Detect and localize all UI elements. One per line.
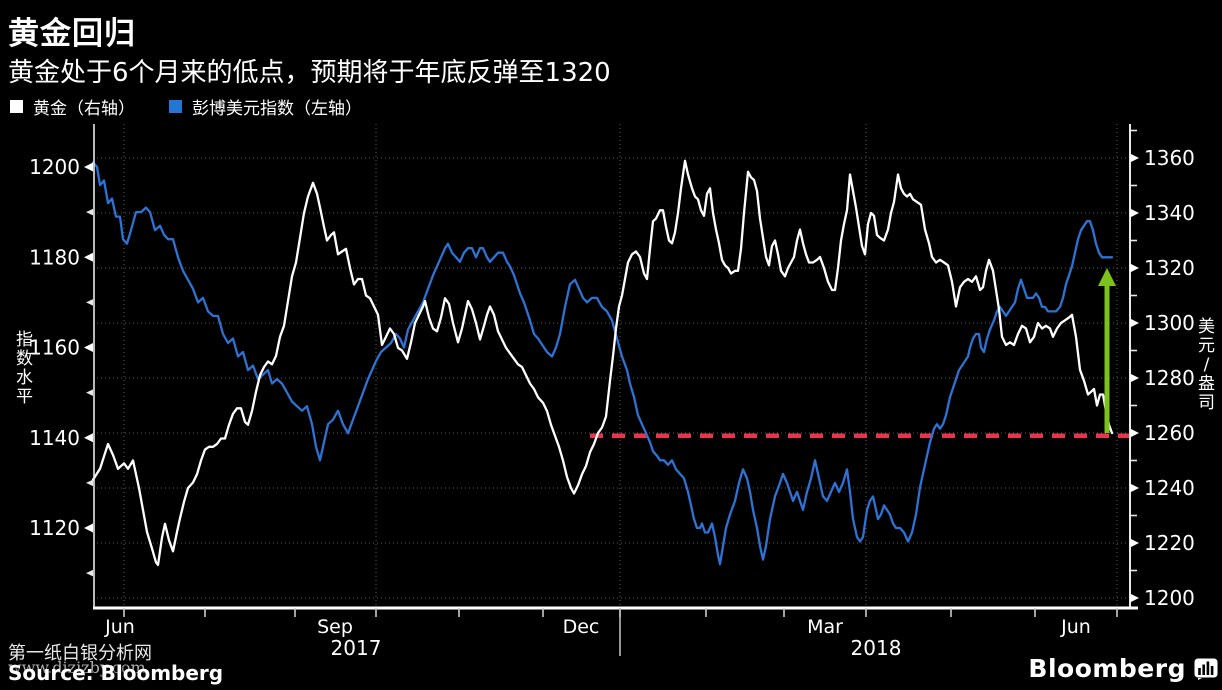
left-axis-tick-label: 1140: [29, 426, 80, 450]
left-minor-tick: [86, 208, 93, 216]
right-axis-title: 美元 / 盎司: [1198, 318, 1215, 413]
x-axis-ticks: [123, 608, 1118, 656]
legend-label-gold: 黄金（右轴）: [33, 99, 135, 119]
right-axis-tick-label: 1360: [1144, 146, 1195, 170]
left-tick-arrow-icon: [84, 523, 93, 533]
dollar-index-swatch-icon: [169, 100, 182, 113]
source-credit: Source: Bloomberg: [8, 661, 224, 685]
right-axis-tick-label: 1240: [1144, 476, 1195, 500]
axis-title-char: 元: [1198, 336, 1215, 356]
right-tick-arrow-icon: [1130, 538, 1139, 548]
rebound-arrow-head: [1098, 268, 1116, 286]
legend-label-dollar-index: 彭博美元指数（左轴）: [192, 99, 362, 119]
right-axis-tick-label: 1220: [1144, 531, 1195, 555]
left-axis-ticks: 1200 1180 1160 1140 1120: [29, 155, 93, 577]
month-label: Sep: [317, 616, 353, 638]
chart-title: 黄金回归: [8, 16, 136, 52]
rebound-arrow: [1098, 268, 1116, 433]
right-axis-tick-label: 1320: [1144, 256, 1195, 280]
axis-title-char: /: [1203, 355, 1210, 375]
dollar-index-line: [91, 161, 1114, 566]
axis-title-char: 平: [16, 387, 33, 407]
right-tick-arrow-icon: [1130, 153, 1139, 163]
bloomberg-bug-icon: [1194, 658, 1218, 680]
right-tick-arrow-icon: [1130, 593, 1139, 603]
legend-item-gold: 黄金（右轴）: [10, 94, 135, 119]
left-tick-arrow-icon: [84, 162, 93, 172]
axis-title-char: 美: [1198, 317, 1215, 337]
right-tick-arrow-icon: [1130, 483, 1139, 493]
left-axis-tick-label: 1200: [29, 155, 80, 179]
left-axis-tick-label: 1180: [29, 245, 80, 269]
legend: 黄金（右轴） 彭博美元指数（左轴）: [10, 94, 396, 119]
month-label: Jun: [104, 616, 135, 638]
right-axis-tick-label: 1260: [1144, 421, 1195, 445]
watermark-url: www.dizizby.com: [8, 658, 146, 677]
legend-item-dollar-index: 彭博美元指数（左轴）: [169, 94, 362, 119]
gold-swatch-icon: [10, 100, 23, 113]
left-axis-tick-label: 1120: [29, 516, 80, 540]
right-tick-arrow-icon: [1130, 373, 1139, 383]
right-tick-arrow-icon: [1130, 318, 1139, 328]
right-axis-tick-label: 1340: [1144, 201, 1195, 225]
right-tick-arrow-icon: [1130, 263, 1139, 273]
right-axis-tick-label: 1280: [1144, 366, 1195, 390]
right-axis-tick-label: 1200: [1144, 586, 1195, 610]
grid-horizontal: [93, 157, 1130, 599]
axis-title-char: 水: [16, 368, 33, 388]
month-label: Mar: [807, 616, 843, 638]
bloomberg-logo-text: Bloomberg: [1028, 654, 1186, 683]
left-minor-tick: [86, 569, 93, 577]
right-tick-arrow-icon: [1130, 208, 1139, 218]
left-tick-arrow-icon: [84, 343, 93, 352]
right-tick-arrow-icon: [1130, 428, 1139, 438]
month-labels: Jun Sep Dec Mar Jun: [104, 616, 1091, 638]
month-label: Dec: [563, 616, 600, 638]
right-axis-ticks: 1360 1340 1320 1300 1280 1260 1240 1220 1200: [1130, 129, 1195, 610]
axis-title-char: 指: [16, 330, 33, 350]
left-minor-tick: [86, 299, 93, 306]
axis-title-char: 司: [1198, 393, 1215, 413]
axis-title-char: 数: [16, 349, 33, 369]
axis-title-char: 盎: [1198, 374, 1215, 394]
left-tick-arrow-icon: [84, 433, 93, 443]
year-labels: 2017 2018: [331, 636, 902, 660]
chart-subtitle: 黄金处于6个月来的低点，预期将于年底反弹至1320: [8, 58, 611, 88]
year-label: 2017: [331, 636, 382, 660]
watermark-site-name: 第一纸白银分析网: [8, 643, 152, 664]
right-axis-tick-label: 1300: [1144, 311, 1195, 335]
month-label: Jun: [1060, 616, 1091, 638]
bloomberg-logo: Bloomberg: [1028, 654, 1218, 683]
grid-vertical: [123, 124, 1118, 608]
left-axis-title: 指数水平: [16, 331, 33, 407]
gold-line: [91, 159, 1114, 567]
left-minor-tick: [86, 389, 93, 396]
left-minor-tick: [86, 479, 93, 487]
left-axis-tick-label: 1160: [29, 336, 80, 360]
left-tick-arrow-icon: [84, 252, 93, 262]
year-label: 2018: [851, 636, 902, 660]
